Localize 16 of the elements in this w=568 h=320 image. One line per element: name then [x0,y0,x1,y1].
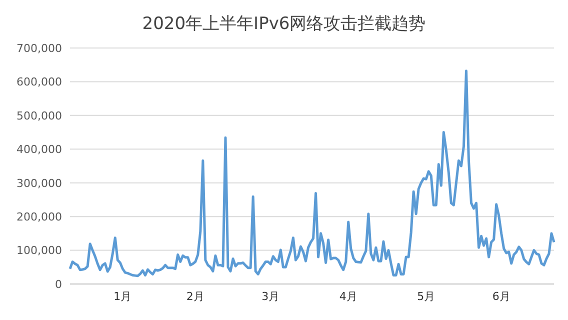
x-tick-label: 5月 [417,290,436,303]
y-tick-label: 400,000 [16,143,62,156]
line-series [68,70,556,278]
x-tick-label: 6月 [492,290,510,303]
y-tick-label: 600,000 [16,76,62,89]
x-tick-label: 4月 [339,290,358,303]
y-tick-label: 500,000 [16,109,62,122]
chart-title: 2020年上半年IPv6网络攻击拦截趋势 [141,13,427,36]
x-tick-label: 3月 [262,290,280,303]
y-tick-label: 0 [55,278,62,291]
y-tick-label: 100,000 [16,244,62,258]
x-tick-label: 2月 [186,290,204,303]
y-tick-label: 700,000 [16,42,62,55]
y-tick-label: 200,000 [16,210,62,224]
y-tick-label: 300,000 [16,176,62,190]
x-tick-label: 1月 [114,290,132,303]
